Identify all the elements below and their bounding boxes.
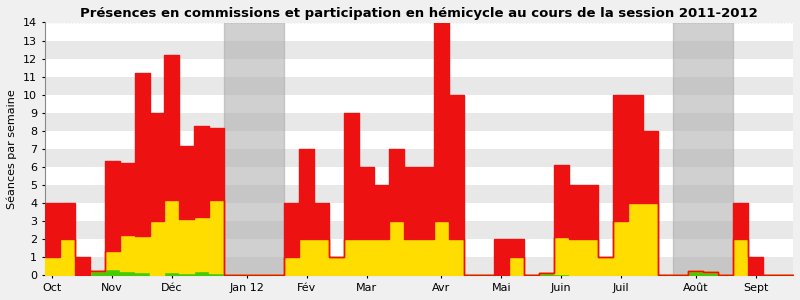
Bar	[224, 22, 284, 275]
Y-axis label: Séances par semaine: Séances par semaine	[7, 89, 18, 209]
Bar	[45, 203, 793, 221]
Title: Présences en commissions et participation en hémicycle au cours de la session 20: Présences en commissions et participatio…	[80, 7, 758, 20]
Bar	[45, 113, 793, 131]
Bar	[45, 221, 793, 239]
Bar	[45, 149, 793, 167]
Bar	[45, 239, 793, 257]
Bar	[45, 77, 793, 95]
Bar	[45, 131, 793, 149]
Bar	[45, 257, 793, 275]
Bar	[45, 22, 793, 40]
Bar	[45, 167, 793, 185]
Bar	[45, 95, 793, 113]
Bar	[45, 185, 793, 203]
Bar	[45, 58, 793, 77]
Bar	[674, 22, 733, 275]
Bar	[45, 40, 793, 58]
